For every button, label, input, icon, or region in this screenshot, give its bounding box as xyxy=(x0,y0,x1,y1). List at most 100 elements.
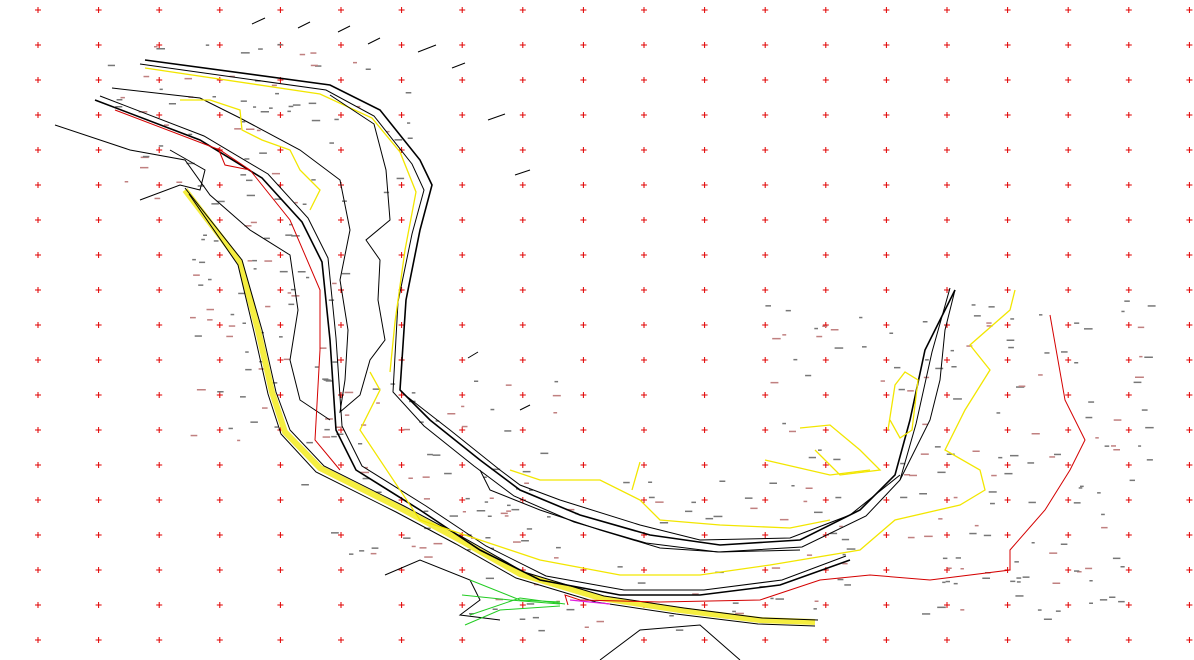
survey-point xyxy=(403,428,410,431)
grid-cross xyxy=(1065,252,1072,258)
grid-cross xyxy=(701,567,708,573)
survey-point xyxy=(462,511,466,513)
grid-cross xyxy=(822,182,829,188)
survey-point xyxy=(310,64,318,67)
grid-cross xyxy=(95,287,102,293)
survey-point xyxy=(190,434,198,437)
survey-point xyxy=(265,305,271,308)
grid-cross xyxy=(277,7,284,13)
survey-point xyxy=(246,194,255,197)
survey-point xyxy=(506,510,512,512)
grid-cross xyxy=(944,497,950,503)
survey-point xyxy=(526,603,535,605)
survey-point xyxy=(1113,449,1120,451)
grid-cross xyxy=(580,497,587,503)
grid-cross xyxy=(519,637,526,643)
survey-point xyxy=(353,61,357,64)
grid-cross xyxy=(1004,602,1011,608)
survey-point xyxy=(371,547,379,549)
survey-point xyxy=(648,496,655,499)
survey-point xyxy=(835,496,842,499)
grid-cross xyxy=(1186,42,1193,48)
grid-cross xyxy=(1065,497,1072,503)
grid-cross xyxy=(398,42,405,48)
survey-point xyxy=(526,528,533,530)
survey-point xyxy=(859,316,863,319)
grid-cross xyxy=(1065,77,1072,83)
survey-point xyxy=(447,413,456,415)
survey-point xyxy=(982,577,990,579)
grid-cross xyxy=(1125,7,1132,13)
survey-point xyxy=(310,52,317,54)
survey-point xyxy=(332,361,338,363)
survey-point xyxy=(138,111,148,113)
survey-point xyxy=(394,139,403,141)
survey-point xyxy=(1074,322,1080,324)
survey-point xyxy=(344,391,354,394)
grid-cross xyxy=(762,392,769,398)
survey-point xyxy=(294,201,298,204)
survey-point xyxy=(244,225,252,227)
grid-cross xyxy=(156,427,163,433)
grid-cross xyxy=(762,602,769,608)
survey-point xyxy=(360,471,369,474)
grid-cross xyxy=(1065,7,1072,13)
survey-point xyxy=(328,299,335,301)
grid-cross xyxy=(1186,217,1193,223)
grid-cross xyxy=(95,42,102,48)
survey-point xyxy=(253,268,257,270)
grid-cross xyxy=(95,602,102,608)
survey-point xyxy=(331,532,339,534)
survey-point xyxy=(675,629,684,631)
grid-cross xyxy=(338,322,344,328)
survey-point xyxy=(322,378,329,380)
grid-cross xyxy=(35,427,41,433)
grid-cross xyxy=(701,497,708,503)
survey-point xyxy=(411,545,416,548)
survey-point xyxy=(1113,419,1122,421)
grid-cross xyxy=(762,532,769,538)
grid-cross xyxy=(1186,427,1193,433)
survey-point xyxy=(1022,576,1030,578)
survey-point xyxy=(341,272,351,275)
grid-cross xyxy=(95,392,102,398)
survey-point xyxy=(207,319,213,321)
grid-cross xyxy=(95,217,102,223)
grid-cross xyxy=(944,567,950,573)
survey-point xyxy=(334,118,339,121)
grid-cross xyxy=(459,602,466,608)
grid-cross xyxy=(156,392,163,398)
grid-cross xyxy=(1004,252,1011,258)
boundary xyxy=(217,147,251,171)
survey-point xyxy=(490,547,494,550)
grid-cross xyxy=(641,357,647,363)
grid-cross xyxy=(459,77,466,83)
grid-cross xyxy=(95,7,102,13)
survey-point xyxy=(372,388,381,390)
edge-line xyxy=(188,193,816,627)
survey-point xyxy=(765,305,771,307)
grid-cross xyxy=(1125,182,1132,188)
grid-cross xyxy=(701,637,708,643)
grid-cross xyxy=(701,322,708,328)
survey-point xyxy=(279,336,283,338)
grid-cross xyxy=(156,357,163,363)
grid-cross xyxy=(35,147,41,153)
grid-cross xyxy=(156,462,163,468)
survey-point xyxy=(306,276,310,279)
grid-cross xyxy=(459,427,466,433)
survey-point xyxy=(142,155,150,158)
survey-point xyxy=(1147,305,1156,307)
survey-point xyxy=(529,489,533,491)
grid-cross xyxy=(580,77,587,83)
grid-cross xyxy=(641,7,647,13)
grid-cross xyxy=(216,182,223,188)
survey-point xyxy=(950,349,954,352)
contour xyxy=(139,149,206,201)
survey-point xyxy=(140,166,149,169)
grid-cross xyxy=(762,427,769,433)
grid-cross xyxy=(762,147,769,153)
survey-point xyxy=(951,366,957,368)
survey-point xyxy=(547,516,551,518)
grid-cross xyxy=(822,637,829,643)
